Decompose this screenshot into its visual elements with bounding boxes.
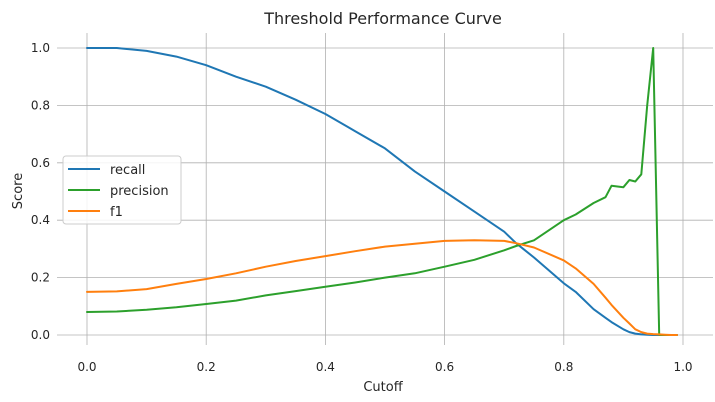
grid-lines [57, 33, 713, 345]
x-axis-label: Cutoff [363, 380, 403, 395]
series-lines [86, 47, 678, 336]
precision-legend-label: precision [110, 184, 169, 199]
y-tick-label: 0.2 [31, 271, 50, 285]
chart-title: Threshold Performance Curve [263, 9, 502, 28]
f1-legend-label: f1 [110, 205, 123, 220]
x-tick-label: 1.0 [673, 360, 692, 374]
y-tick-label: 0.6 [31, 156, 50, 170]
x-tick-label: 0.0 [77, 360, 96, 374]
x-tick-label: 0.4 [316, 360, 335, 374]
y-tick-label: 0.8 [31, 98, 50, 112]
legend: recall precision f1 [62, 155, 182, 225]
y-tick-label: 0.4 [31, 213, 50, 227]
f1-line [86, 239, 678, 336]
legend-box [62, 155, 182, 225]
precision-line [86, 47, 678, 336]
tick-labels: 0.0 0.2 0.4 0.6 0.8 1.0 0.0 0.2 0.4 0.6 0.8 1.0 [31, 41, 693, 374]
y-tick-label: 1.0 [31, 41, 50, 55]
x-tick-label: 0.2 [197, 360, 216, 374]
recall-line [86, 47, 678, 336]
y-axis-label: Score [11, 173, 26, 209]
recall-legend-label: recall [110, 163, 145, 178]
x-tick-label: 0.8 [554, 360, 573, 374]
x-tick-label: 0.6 [435, 360, 454, 374]
y-tick-label: 0.0 [31, 328, 50, 342]
